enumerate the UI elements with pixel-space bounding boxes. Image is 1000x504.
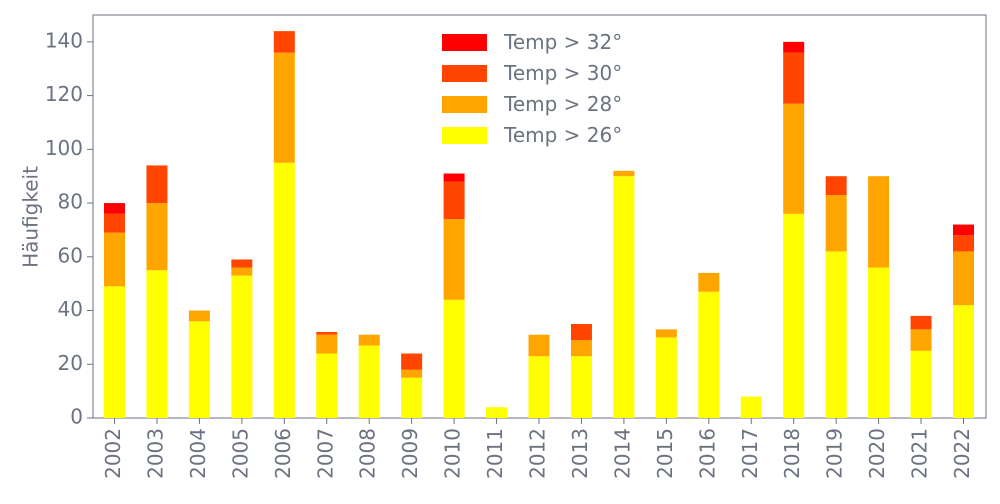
x-tick-label: 2007 bbox=[313, 428, 337, 479]
bar-2018-series-2 bbox=[783, 52, 805, 104]
bar-2020-series-1 bbox=[868, 176, 890, 268]
bar-2010-series-2 bbox=[443, 181, 465, 220]
x-tick-label: 2010 bbox=[441, 428, 465, 479]
bar-2015-series-1 bbox=[655, 329, 677, 338]
bar-2003-series-2 bbox=[146, 165, 168, 204]
bar-2002-series-3 bbox=[104, 203, 125, 214]
y-axis-label: Häufigkeit bbox=[19, 166, 43, 268]
bar-2014-series-0 bbox=[613, 176, 635, 418]
bar-2009-series-2 bbox=[401, 353, 423, 370]
axes-layer: 0 20 40 60 80 100 120 140 2002 2003 2004 2005 2006 20… bbox=[45, 28, 974, 479]
bar-2022-series-0 bbox=[953, 305, 974, 418]
bar-2008-series-1 bbox=[358, 334, 380, 346]
bar-2007-series-1 bbox=[316, 334, 338, 354]
bar-2015-series-0 bbox=[655, 337, 677, 418]
bar-2022-series-1 bbox=[953, 251, 974, 306]
legend-label: Temp > 28° bbox=[503, 92, 622, 116]
bar-2006-series-1 bbox=[273, 52, 295, 163]
bar-2016-series-0 bbox=[698, 291, 720, 418]
bar-2016-series-1 bbox=[698, 272, 720, 292]
legend-swatch bbox=[442, 96, 487, 113]
y-tick-label: 0 bbox=[70, 405, 83, 429]
x-tick-label: 2009 bbox=[398, 428, 422, 479]
x-tick-label: 2018 bbox=[780, 428, 804, 479]
bar-2004-series-0 bbox=[188, 321, 210, 418]
y-tick-label: 100 bbox=[45, 136, 83, 160]
x-tick-label: 2019 bbox=[823, 428, 847, 479]
bars-layer bbox=[104, 31, 974, 418]
bar-2018-series-1 bbox=[783, 103, 805, 214]
y-tick-label: 140 bbox=[45, 28, 83, 52]
legend-swatch bbox=[442, 65, 487, 82]
x-tick-label: 2003 bbox=[143, 428, 167, 479]
bar-2006-series-2 bbox=[273, 31, 295, 53]
x-tick-label: 2017 bbox=[738, 428, 762, 479]
bar-2021-series-2 bbox=[910, 315, 932, 330]
x-tick-label: 2022 bbox=[950, 428, 974, 479]
x-tick-label: 2016 bbox=[695, 428, 719, 479]
bar-2019-series-0 bbox=[825, 251, 847, 418]
x-tick-label: 2004 bbox=[186, 428, 210, 479]
bar-2002-series-1 bbox=[104, 232, 125, 287]
x-tick-label: 2006 bbox=[271, 428, 295, 479]
bar-2020-series-0 bbox=[868, 267, 890, 418]
legend-swatch bbox=[442, 34, 487, 51]
bar-2007-series-0 bbox=[316, 353, 338, 418]
bar-2004-series-1 bbox=[188, 310, 210, 322]
y-tick-label: 120 bbox=[45, 82, 83, 106]
bar-2013-series-1 bbox=[570, 340, 592, 357]
x-tick-label: 2015 bbox=[653, 428, 677, 479]
y-tick-label: 80 bbox=[58, 190, 83, 214]
legend-label: Temp > 32° bbox=[503, 30, 622, 54]
bar-2010-series-3 bbox=[443, 173, 465, 182]
bar-2007-series-2 bbox=[316, 332, 338, 335]
y-tick-label: 20 bbox=[58, 351, 83, 375]
bar-2003-series-1 bbox=[146, 203, 168, 271]
bar-2009-series-0 bbox=[401, 377, 423, 418]
bar-2018-series-3 bbox=[783, 41, 805, 53]
bar-2005-series-0 bbox=[231, 275, 253, 418]
bar-2002-series-0 bbox=[104, 286, 125, 418]
bar-2010-series-0 bbox=[443, 299, 465, 418]
x-tick-label: 2005 bbox=[228, 428, 252, 479]
bar-2013-series-0 bbox=[570, 356, 592, 418]
bar-2022-series-3 bbox=[953, 224, 974, 236]
bar-2012-series-0 bbox=[528, 356, 550, 418]
bar-2019-series-1 bbox=[825, 195, 847, 252]
legend-swatch bbox=[442, 127, 487, 144]
bar-2011-series-0 bbox=[486, 407, 508, 418]
x-tick-label: 2014 bbox=[610, 428, 634, 479]
bar-2009-series-1 bbox=[401, 369, 423, 378]
bar-2005-series-2 bbox=[231, 259, 253, 268]
bar-2021-series-1 bbox=[910, 329, 932, 351]
bar-2006-series-0 bbox=[273, 162, 295, 418]
x-tick-label: 2011 bbox=[483, 428, 507, 479]
x-tick-label: 2008 bbox=[356, 428, 380, 479]
bar-2021-series-0 bbox=[910, 350, 932, 418]
bar-2017-series-0 bbox=[740, 396, 762, 418]
bar-2010-series-1 bbox=[443, 219, 465, 300]
x-tick-label: 2002 bbox=[101, 428, 125, 479]
legend: Temp > 32° Temp > 30° Temp > 28° Temp > 26° bbox=[442, 30, 622, 147]
x-tick-label: 2021 bbox=[908, 428, 932, 479]
bar-2005-series-1 bbox=[231, 267, 253, 276]
y-tick-label: 40 bbox=[58, 297, 83, 321]
x-tick-label: 2013 bbox=[568, 428, 592, 479]
bar-2008-series-0 bbox=[358, 345, 380, 418]
bar-2012-series-1 bbox=[528, 334, 550, 357]
bar-2002-series-2 bbox=[104, 213, 125, 233]
bar-2018-series-0 bbox=[783, 213, 805, 418]
bar-2013-series-2 bbox=[570, 323, 592, 341]
bar-2003-series-0 bbox=[146, 270, 168, 418]
legend-label: Temp > 30° bbox=[503, 61, 622, 85]
bar-2022-series-2 bbox=[953, 235, 974, 252]
bar-2019-series-2 bbox=[825, 176, 847, 196]
legend-label: Temp > 26° bbox=[503, 123, 622, 147]
bar-2014-series-1 bbox=[613, 170, 635, 177]
y-tick-label: 60 bbox=[58, 243, 83, 267]
x-tick-label: 2020 bbox=[865, 428, 889, 479]
x-tick-label: 2012 bbox=[526, 428, 550, 479]
